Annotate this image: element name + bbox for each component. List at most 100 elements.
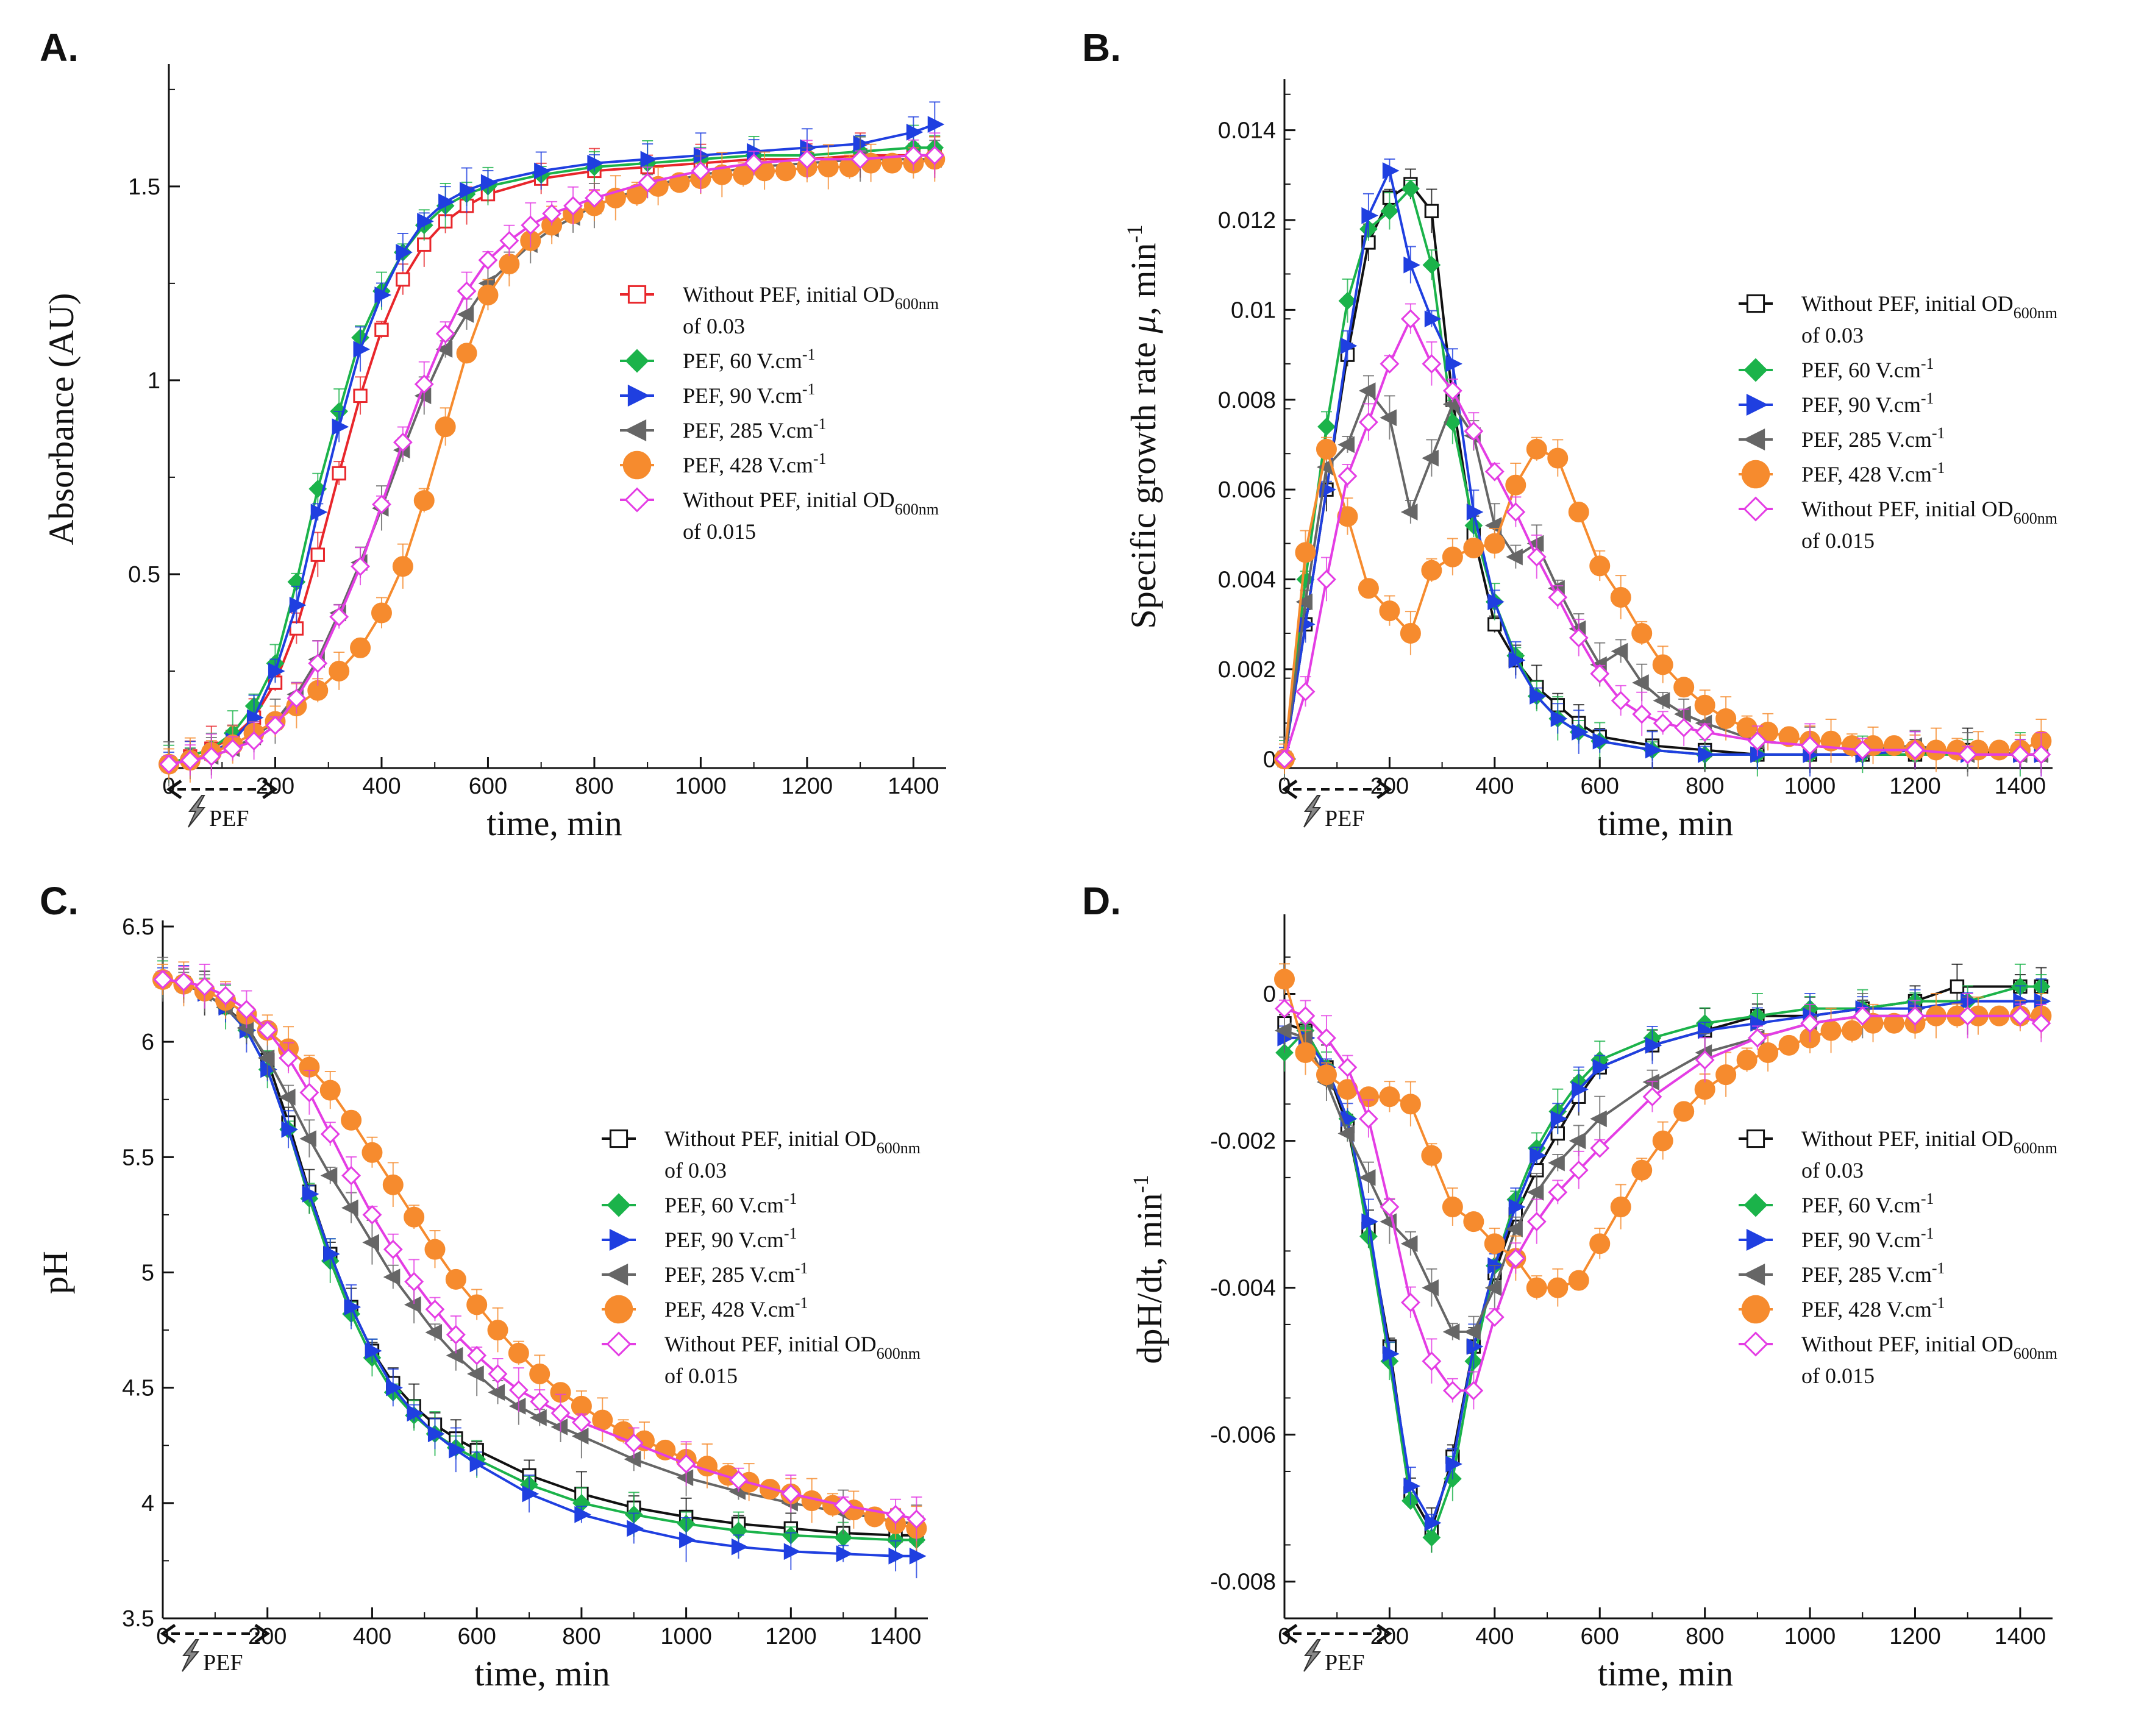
- data-point: [488, 1384, 505, 1401]
- data-point: [1957, 1006, 1978, 1026]
- data-point: [1379, 1086, 1400, 1108]
- series-line: [162, 978, 917, 1537]
- data-point: [1653, 692, 1670, 710]
- x-tick-label: 600: [1581, 1624, 1619, 1649]
- data-point: [1645, 741, 1662, 759]
- data-point: [1884, 1012, 1904, 1034]
- data-point: [1316, 438, 1337, 460]
- data-point: [289, 621, 304, 636]
- y-tick-label: 4: [141, 1491, 154, 1517]
- data-point: [393, 432, 413, 452]
- data-point: [1800, 1013, 1820, 1033]
- legend-label-superscript: -1: [1932, 1294, 1945, 1312]
- legend-label-superscript: -1: [802, 346, 816, 363]
- data-point: [2031, 1013, 2051, 1033]
- data-point: [1695, 722, 1715, 742]
- data-point: [1382, 162, 1400, 179]
- x-tick-label: 1000: [1784, 1624, 1836, 1649]
- data-point: [1550, 1110, 1568, 1128]
- data-point: [676, 1454, 696, 1474]
- data-point: [626, 183, 647, 205]
- data-point: [449, 1442, 466, 1459]
- data-point: [438, 193, 455, 211]
- data-point: [1652, 1130, 1673, 1151]
- legend-marker: [1743, 1331, 1768, 1357]
- pef-arrow-left-head: [1281, 1623, 1298, 1644]
- pef-arrow-right-head: [1376, 779, 1392, 800]
- data-point: [1506, 502, 1526, 522]
- data-point: [299, 1130, 316, 1147]
- data-point: [817, 157, 839, 178]
- data-point: [1506, 1248, 1526, 1268]
- y-tick-label: 1.5: [128, 174, 160, 200]
- data-point: [1380, 354, 1400, 374]
- series-line: [168, 154, 935, 766]
- data-point: [365, 1342, 382, 1359]
- data-point: [2010, 1006, 2030, 1026]
- data-point: [1530, 1147, 1547, 1164]
- legend-label: Without PEF, initial OD600nm: [664, 1126, 921, 1157]
- data-point: [1778, 726, 1800, 747]
- data-point: [1358, 578, 1379, 599]
- data-point: [237, 1000, 257, 1020]
- panel-label: B.: [1082, 26, 1121, 69]
- data-point: [1778, 1034, 1800, 1056]
- data-point: [1422, 1279, 1439, 1297]
- legend-label: Without PEF, initial OD600nm: [1801, 1332, 2057, 1362]
- data-point: [624, 1433, 644, 1453]
- data-point: [1466, 1338, 1484, 1355]
- legend-label-subscript: 600nm: [2014, 510, 2057, 527]
- legend-label-superscript: -1: [813, 415, 827, 433]
- data-point: [1736, 1050, 1758, 1070]
- x-tick-label: 1400: [1995, 774, 2046, 799]
- data-point: [585, 188, 604, 208]
- data-point: [1750, 1014, 1767, 1032]
- y-axis-label: Specific growth rate μ, min-1: [1122, 224, 1163, 628]
- legend-marker: [627, 384, 650, 407]
- data-point: [374, 286, 392, 304]
- legend-label-text: Without PEF, initial OD: [664, 1332, 877, 1356]
- data-point: [1466, 503, 1484, 521]
- data-point: [371, 602, 392, 624]
- data-point: [1820, 1020, 1842, 1041]
- data-point: [1275, 749, 1294, 769]
- data-point: [1358, 382, 1376, 399]
- legend-label-text: PEF, 60 V.cm: [1801, 1193, 1921, 1217]
- data-point: [1421, 560, 1442, 581]
- series-open-square: [1277, 963, 2049, 1553]
- y-tick-label: 6: [141, 1030, 154, 1055]
- data-point: [1569, 1160, 1589, 1180]
- data-point: [711, 164, 733, 185]
- data-point: [414, 374, 434, 394]
- y-tick-label: 0.002: [1218, 657, 1276, 683]
- data-point: [159, 754, 179, 774]
- data-point: [329, 660, 350, 681]
- data-point: [1337, 466, 1358, 486]
- legend-marker: [609, 1228, 632, 1251]
- data-point: [1505, 474, 1526, 496]
- legend-label-superscript: -1: [1932, 424, 1945, 442]
- data-point: [1758, 1042, 1779, 1063]
- series-line: [162, 978, 917, 1521]
- legend-marker: [1743, 1263, 1765, 1286]
- x-tick-label: 600: [469, 774, 507, 799]
- data-point: [396, 244, 413, 261]
- data-point: [550, 1403, 571, 1423]
- data-point: [1274, 969, 1295, 990]
- data-point: [627, 1520, 644, 1537]
- legend-label-line2: of 0.015: [683, 519, 756, 544]
- legend-label-text: PEF, 90 V.cm: [1801, 393, 1921, 417]
- data-point: [308, 653, 328, 674]
- x-tick-label: 800: [1686, 1624, 1724, 1649]
- legend-label-text: PEF, 60 V.cm: [664, 1193, 784, 1217]
- data-point: [435, 324, 455, 344]
- legend-label-superscript: -1: [813, 450, 827, 468]
- legend-label-line2: of 0.03: [1801, 1158, 1864, 1183]
- series-open-diamond: [159, 132, 945, 779]
- data-point: [404, 1296, 421, 1314]
- y-tick-label: -0.002: [1210, 1129, 1276, 1154]
- data-point: [299, 1083, 319, 1103]
- legend-label-text: PEF, 285 V.cm: [1801, 427, 1932, 452]
- legend-label: PEF, 428 V.cm-1: [1801, 459, 1945, 486]
